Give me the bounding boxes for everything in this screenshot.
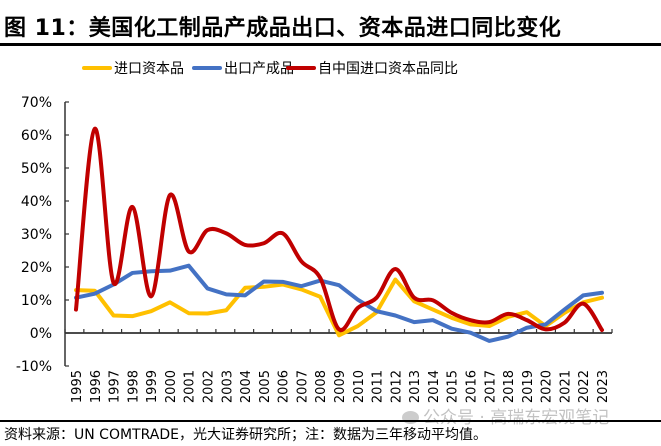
x-tick-label: 2019 [521, 370, 536, 403]
x-tick-label: 2007 [295, 370, 310, 403]
x-tick-label: 2000 [164, 370, 179, 403]
legend-label: 进口资本品 [114, 61, 184, 77]
x-tick-label: 2016 [465, 370, 480, 403]
legend-label: 自中国进口资本品同比 [318, 61, 458, 77]
x-tick-label: 2003 [220, 370, 235, 403]
legend-swatch-yellow [82, 66, 112, 70]
x-tick-label: 1997 [108, 370, 123, 403]
legend-item-exports-finished-goods: 出口产成品 [192, 58, 294, 78]
legend-label: 出口产成品 [224, 61, 294, 77]
y-axis: -10% 0% 10% 20% 30% 40% 50% 60% 70% [16, 95, 69, 375]
x-tick-label: 1996 [89, 370, 104, 403]
x-tick-label: 2004 [239, 370, 254, 403]
x-tick-label: 2002 [202, 370, 217, 403]
x-tick-label: 1995 [70, 370, 85, 403]
x-tick-label: 2018 [502, 370, 517, 403]
source-note: 资料来源：UN COMTRADE，光大证券研究所；注：数据为三年移动平均值。 [4, 427, 487, 443]
x-tick-label: 2008 [314, 370, 329, 403]
legend-swatch-red [286, 66, 316, 70]
y-tick-label: 70% [21, 95, 52, 111]
watermark-text: 公众号 · 高瑞东宏观笔记 [423, 408, 610, 428]
x-tick-label: 2020 [540, 370, 555, 403]
x-axis: 1995 1996 1997 1998 1999 2000 2001 2002 2003 2004… [64, 329, 613, 403]
x-tick-label: 2006 [277, 370, 292, 403]
series-china-imports-yoy-line [74, 126, 604, 333]
chart-legend: 进口资本品 出口产成品 自中国进口资本品同比 [0, 58, 661, 78]
x-tick-label: 2014 [427, 370, 442, 403]
y-tick-label: 20% [21, 260, 52, 276]
legend-item-imports-capital-goods: 进口资本品 [82, 58, 184, 78]
y-tick-label: 30% [21, 227, 52, 243]
y-tick-label: 40% [21, 194, 52, 210]
title-divider [0, 43, 661, 46]
x-tick-label: 2012 [389, 370, 404, 403]
y-tick-label: 50% [21, 161, 52, 177]
x-tick-label: 2010 [352, 370, 367, 403]
series-layer [74, 126, 604, 343]
x-tick-label: 2009 [333, 370, 348, 403]
x-tick-label: 2023 [596, 370, 611, 403]
x-tick-label: 2022 [577, 370, 592, 403]
y-tick-label: 0% [30, 326, 52, 342]
x-tick-label: 2015 [446, 370, 461, 403]
page-title: 图 11：美国化工制品产成品出口、资本品进口同比变化 [4, 16, 562, 41]
wechat-icon [402, 411, 419, 424]
y-tick-label: 10% [21, 293, 52, 309]
x-tick-label: 1999 [145, 370, 160, 403]
x-tick-label: 2021 [558, 370, 573, 403]
y-tick-label: 60% [21, 128, 52, 144]
y-tick-label: -10% [16, 359, 52, 375]
legend-swatch-blue [192, 66, 222, 70]
x-tick-label: 2001 [183, 370, 198, 403]
line-chart: -10% 0% 10% 20% 30% 40% 50% 60% 70% 1995 1996 1997… [16, 95, 613, 403]
x-tick-label: 1998 [126, 370, 141, 403]
footer-divider [0, 420, 661, 422]
legend-item-china-imports-yoy: 自中国进口资本品同比 [286, 58, 458, 78]
x-tick-label: 2017 [483, 370, 498, 403]
x-tick-label: 2013 [408, 370, 423, 403]
x-tick-label: 2011 [371, 370, 386, 403]
x-tick-label: 2005 [258, 370, 273, 403]
